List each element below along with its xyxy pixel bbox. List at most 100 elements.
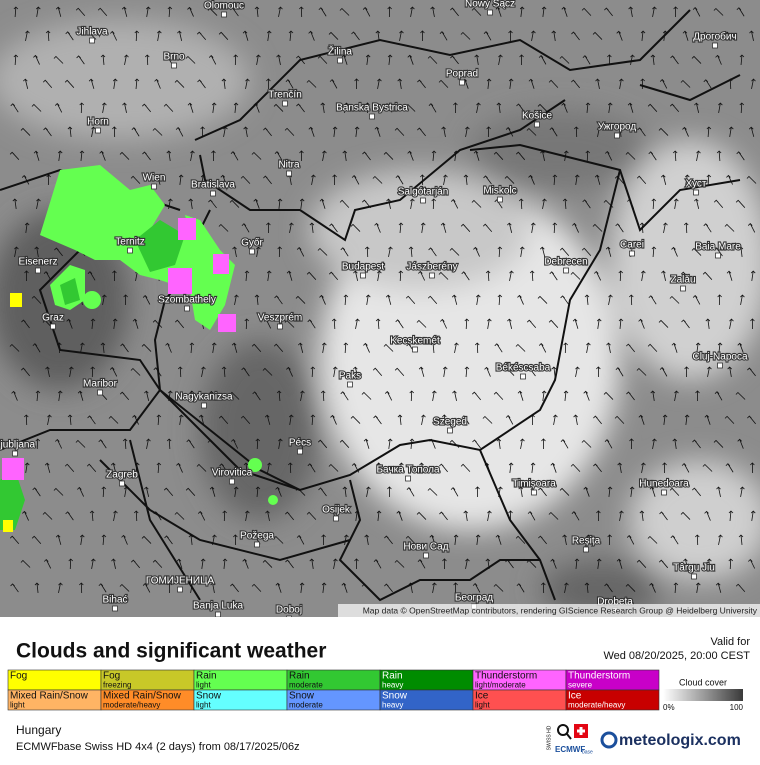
city-marker — [487, 9, 493, 16]
wind-arrow — [387, 486, 392, 498]
wind-arrow — [728, 510, 734, 522]
wind-arrow — [471, 199, 482, 208]
wind-arrow — [531, 30, 536, 41]
wind-arrow — [387, 54, 393, 66]
wind-arrow — [560, 295, 569, 305]
wind-arrow — [343, 342, 349, 354]
wind-arrow — [243, 126, 248, 137]
wind-arrow — [484, 462, 491, 473]
wind-arrow — [361, 583, 372, 592]
wind-arrow — [253, 198, 260, 209]
wind-arrow — [493, 391, 504, 400]
wind-arrow — [439, 463, 448, 473]
wind-arrow — [750, 270, 756, 282]
wind-arrow — [299, 198, 305, 210]
wind-arrow — [299, 582, 305, 594]
wind-arrow — [409, 390, 415, 402]
wind-arrow — [383, 343, 394, 352]
wind-arrow — [251, 583, 262, 592]
wind-arrow — [484, 366, 491, 377]
wind-arrow — [141, 535, 152, 544]
wind-arrow — [399, 462, 404, 473]
wind-arrow — [233, 54, 238, 66]
wind-arrow — [395, 175, 404, 185]
wind-arrow — [472, 439, 481, 449]
wind-arrow — [285, 79, 294, 89]
wind-arrow — [209, 390, 217, 401]
wind-arrow — [584, 294, 590, 306]
wind-arrow — [177, 30, 183, 41]
wind-arrow — [526, 559, 537, 568]
wind-arrow — [508, 510, 513, 522]
wind-arrow — [593, 463, 602, 473]
wind-arrow — [461, 415, 470, 425]
wind-arrow — [267, 462, 272, 473]
wind-arrow — [571, 31, 580, 41]
legend-label: Mixed Rain/Snow — [103, 691, 182, 702]
wind-arrow — [416, 319, 427, 328]
wind-arrow — [133, 510, 139, 522]
wind-arrow — [98, 583, 107, 593]
wind-arrow — [330, 414, 337, 425]
wind-arrow — [729, 318, 734, 329]
wind-arrow — [57, 390, 63, 402]
wind-arrow — [594, 174, 601, 185]
city-label: Бачка Топола — [376, 465, 440, 476]
wind-arrow — [669, 103, 680, 113]
wind-arrow — [658, 319, 669, 328]
wind-arrow — [322, 150, 327, 161]
city-label: Cluj-Napoca — [692, 352, 747, 363]
wind-arrow — [31, 295, 42, 304]
wind-arrow — [725, 31, 735, 41]
wind-arrow — [178, 174, 184, 186]
wind-arrow — [189, 390, 195, 402]
wind-arrow — [163, 295, 174, 304]
wind-arrow — [408, 582, 413, 593]
wind-arrow — [394, 559, 405, 568]
wind-arrow — [43, 127, 52, 137]
wind-arrow — [87, 415, 96, 425]
wind-arrow — [34, 582, 40, 594]
city-marker — [520, 373, 526, 380]
city-label: Reșița — [572, 536, 601, 547]
legend-label: Rain — [382, 671, 403, 682]
wind-arrow — [87, 271, 96, 281]
wind-arrow — [14, 246, 19, 257]
wind-arrow — [619, 78, 624, 89]
wind-arrow — [603, 199, 614, 208]
wind-arrow — [583, 390, 590, 401]
legend-label: Rain — [196, 671, 217, 682]
wind-arrow — [615, 367, 624, 377]
wind-arrow — [438, 79, 449, 88]
wind-arrow — [11, 390, 18, 401]
city-label: Paks — [339, 371, 361, 382]
legend-label: Snow — [382, 691, 408, 702]
wind-arrow — [493, 583, 504, 592]
wind-arrow — [552, 174, 558, 186]
wind-arrow — [604, 583, 613, 593]
wind-arrow — [343, 294, 349, 306]
wind-arrow — [321, 582, 327, 594]
wind-arrow — [662, 462, 667, 474]
wind-arrow — [572, 318, 579, 329]
wind-arrow — [24, 222, 30, 234]
city-label: Olomouc — [204, 1, 244, 12]
wind-arrow — [142, 103, 152, 113]
wind-arrow — [119, 391, 130, 401]
wind-arrow — [89, 510, 95, 522]
wind-arrow — [625, 583, 636, 592]
city-label: Debrecen — [544, 257, 587, 268]
wind-arrow — [639, 510, 645, 522]
wind-arrow — [54, 247, 63, 257]
wind-arrow — [682, 126, 689, 137]
city-marker — [534, 121, 540, 128]
wind-arrow — [408, 246, 414, 258]
wind-arrow — [750, 462, 755, 474]
wind-arrow — [9, 151, 20, 160]
wind-arrow — [586, 342, 591, 353]
wind-arrow — [218, 223, 229, 232]
wind-arrow — [101, 534, 107, 546]
wind-arrow — [374, 126, 381, 137]
wind-arrow — [377, 270, 382, 281]
wind-arrow — [273, 535, 284, 544]
